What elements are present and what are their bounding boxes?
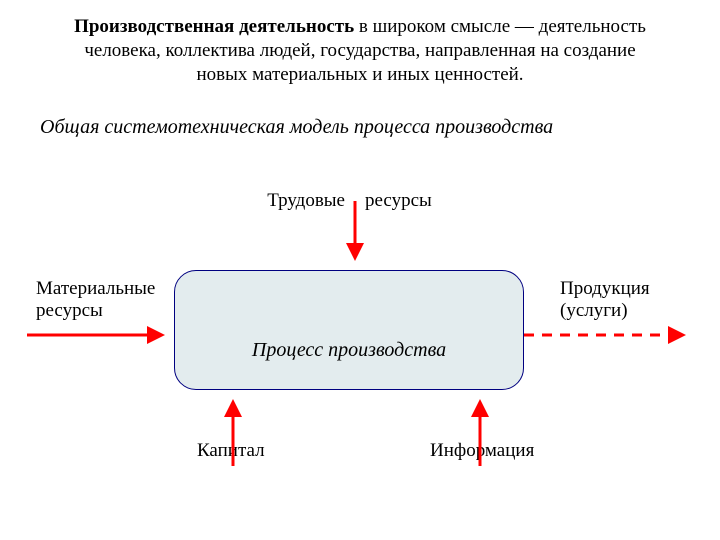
label-bottom-left: Капитал: [197, 440, 265, 462]
subheading: Общая системотехническая модель процесса…: [40, 116, 553, 139]
heading-line-3: новых материальных и иных ценностей.: [40, 64, 680, 86]
heading-title-strong: Производственная деятельность: [74, 16, 354, 37]
label-right: Продукция (услуги): [560, 278, 700, 322]
label-top-left: Трудовые: [250, 190, 345, 212]
center-box-label: Процесс производства: [175, 339, 523, 362]
label-right-line2: (услуги): [560, 300, 628, 321]
center-box: Процесс производства: [174, 270, 524, 390]
label-right-line1: Продукция: [560, 278, 650, 299]
label-left: Материальные ресурсы: [36, 278, 186, 322]
label-bottom-right: Информация: [430, 440, 534, 462]
diagram-page: Производственная деятельность в широком …: [0, 0, 720, 540]
label-left-line1: Материальные: [36, 278, 155, 299]
label-top-right: ресурсы: [365, 190, 465, 212]
heading-line1-rest: в широком смысле — деятельность: [354, 16, 646, 37]
label-left-line2: ресурсы: [36, 300, 103, 321]
heading-line-1: Производственная деятельность в широком …: [40, 16, 680, 38]
heading-line-2: человека, коллектива людей, государства,…: [40, 40, 680, 62]
